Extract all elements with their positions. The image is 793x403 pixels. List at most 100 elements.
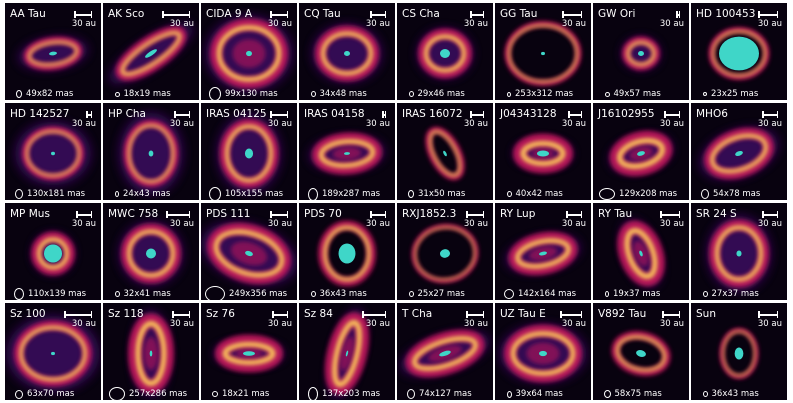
scale-bar-label: 30 au bbox=[463, 219, 488, 229]
disk-image bbox=[505, 231, 581, 276]
scale-bar bbox=[76, 211, 92, 217]
disk-panel: IRAS 04158 30 au 189x287 mas bbox=[299, 103, 395, 200]
disk-name-label: IRAS 16072 bbox=[402, 108, 463, 120]
disk-image bbox=[214, 334, 284, 373]
scale-bar bbox=[566, 211, 582, 217]
beam-size-label: 19x37 mas bbox=[613, 289, 661, 299]
disk-name-label: MHO6 bbox=[696, 108, 728, 120]
beam-ellipse bbox=[702, 391, 708, 397]
scale-bar-label: 30 au bbox=[463, 19, 488, 29]
scale-bar-label: 30 au bbox=[365, 219, 390, 229]
beam-size-label: 49x57 mas bbox=[613, 89, 661, 99]
scale-bar-label: 30 au bbox=[365, 319, 390, 329]
scale-bar bbox=[762, 211, 778, 217]
disk-name-label: J16102955 bbox=[598, 108, 655, 120]
disk-image bbox=[6, 315, 100, 392]
disk-image bbox=[324, 308, 370, 399]
disk-name-label: Sz 118 bbox=[108, 308, 144, 320]
beam-ellipse bbox=[205, 286, 225, 300]
beam-size-label: 49x82 mas bbox=[26, 89, 74, 99]
disk-name-label: HD 142527 bbox=[10, 108, 70, 120]
disk-name-label: GW Ori bbox=[598, 8, 636, 20]
scale-bar-label: 30 au bbox=[169, 19, 194, 29]
scale-bar-label: 30 au bbox=[659, 19, 684, 29]
disk-name-label: AK Sco bbox=[108, 8, 145, 20]
disk-panel: GW Ori 30 au 49x57 mas bbox=[593, 3, 689, 100]
disk-panel: RY Lup 30 au 142x164 mas bbox=[495, 203, 591, 300]
beam-size-label: 18x19 mas bbox=[123, 89, 171, 99]
scale-bar bbox=[370, 211, 386, 217]
disk-name-label: J04343128 bbox=[500, 108, 557, 120]
scale-bar-label: 30 au bbox=[561, 319, 586, 329]
beam-ellipse bbox=[603, 390, 611, 398]
disk-name-label: CIDA 9 A bbox=[206, 8, 253, 20]
disk-panel: Sz 118 30 au 257x286 mas bbox=[103, 303, 199, 400]
disk-panel: RY Tau 30 au 19x37 mas bbox=[593, 203, 689, 300]
scale-bar-label: 30 au bbox=[659, 119, 684, 129]
scale-bar bbox=[270, 211, 288, 217]
beam-size-label: 39x64 mas bbox=[515, 389, 563, 399]
scale-bar-label: 30 au bbox=[659, 219, 684, 229]
beam-ellipse bbox=[504, 289, 514, 299]
beam-ellipse bbox=[15, 389, 23, 399]
beam-size-label: 34x48 mas bbox=[319, 89, 367, 99]
disk-image bbox=[109, 23, 193, 84]
scale-bar bbox=[172, 311, 190, 317]
disk-panel: UZ Tau E 30 au 39x64 mas bbox=[495, 303, 591, 400]
disk-name-label: V892 Tau bbox=[598, 308, 647, 320]
disk-gallery-grid: AA Tau 30 au 49x82 mas AK Sco 30 au 18x19 mas… bbox=[5, 3, 789, 400]
scale-bar bbox=[74, 11, 92, 17]
disk-name-label: CS Cha bbox=[402, 8, 440, 20]
beam-ellipse bbox=[506, 191, 512, 197]
disk-name-label: MP Mus bbox=[10, 208, 50, 220]
disk-image bbox=[611, 330, 671, 377]
scale-bar-label: 30 au bbox=[71, 19, 96, 29]
disk-image bbox=[622, 36, 660, 71]
beam-size-label: 99x130 mas bbox=[225, 89, 278, 99]
scale-bar bbox=[470, 11, 484, 17]
disk-image bbox=[217, 114, 281, 193]
disk-name-label: RY Lup bbox=[500, 208, 536, 220]
disk-panel: Sun 30 au 36x43 mas bbox=[691, 303, 787, 400]
beam-ellipse bbox=[507, 91, 511, 97]
disk-panel: AA Tau 30 au 49x82 mas bbox=[5, 3, 101, 100]
disk-image bbox=[411, 223, 479, 284]
beam-ellipse bbox=[702, 291, 708, 297]
disk-image bbox=[119, 112, 183, 195]
beam-size-label: 29x46 mas bbox=[417, 89, 465, 99]
scale-bar-label: 30 au bbox=[757, 119, 782, 129]
beam-ellipse bbox=[114, 291, 120, 297]
beam-size-label: 142x164 mas bbox=[518, 289, 577, 299]
scale-bar bbox=[466, 211, 484, 217]
disk-panel: J16102955 30 au 129x208 mas bbox=[593, 103, 689, 200]
disk-panel: MWC 758 30 au 32x41 mas bbox=[103, 203, 199, 300]
beam-ellipse bbox=[506, 390, 512, 398]
disk-image bbox=[309, 132, 385, 175]
disk-name-label: HD 100453 bbox=[696, 8, 756, 20]
disk-name-label: T Cha bbox=[402, 308, 433, 320]
disk-name-label: PDS 111 bbox=[206, 208, 251, 220]
beam-ellipse bbox=[14, 288, 24, 300]
scale-bar-label: 30 au bbox=[267, 19, 292, 29]
scale-bar bbox=[664, 111, 680, 117]
scale-bar bbox=[466, 311, 484, 317]
scale-bar bbox=[562, 11, 582, 17]
disk-panel: J04343128 30 au 40x42 mas bbox=[495, 103, 591, 200]
disk-name-label: UZ Tau E bbox=[500, 308, 546, 320]
beam-size-label: 27x37 mas bbox=[711, 289, 759, 299]
scale-bar bbox=[470, 111, 484, 117]
beam-ellipse bbox=[407, 389, 415, 399]
beam-size-label: 110x139 mas bbox=[28, 289, 87, 299]
beam-ellipse bbox=[310, 91, 316, 97]
scale-bar-label: 30 au bbox=[169, 119, 194, 129]
beam-size-label: 40x42 mas bbox=[515, 189, 563, 199]
scale-bar-label: 30 au bbox=[71, 119, 96, 129]
disk-panel: CS Cha 30 au 29x46 mas bbox=[397, 3, 493, 100]
scale-bar bbox=[270, 111, 288, 117]
beam-size-label: 18x21 mas bbox=[222, 389, 270, 399]
disk-panel: Sz 84 30 au 137x203 mas bbox=[299, 303, 395, 400]
scale-bar bbox=[166, 211, 190, 217]
beam-ellipse bbox=[109, 387, 125, 400]
beam-size-label: 253x312 mas bbox=[515, 89, 574, 99]
disk-image bbox=[609, 130, 673, 177]
